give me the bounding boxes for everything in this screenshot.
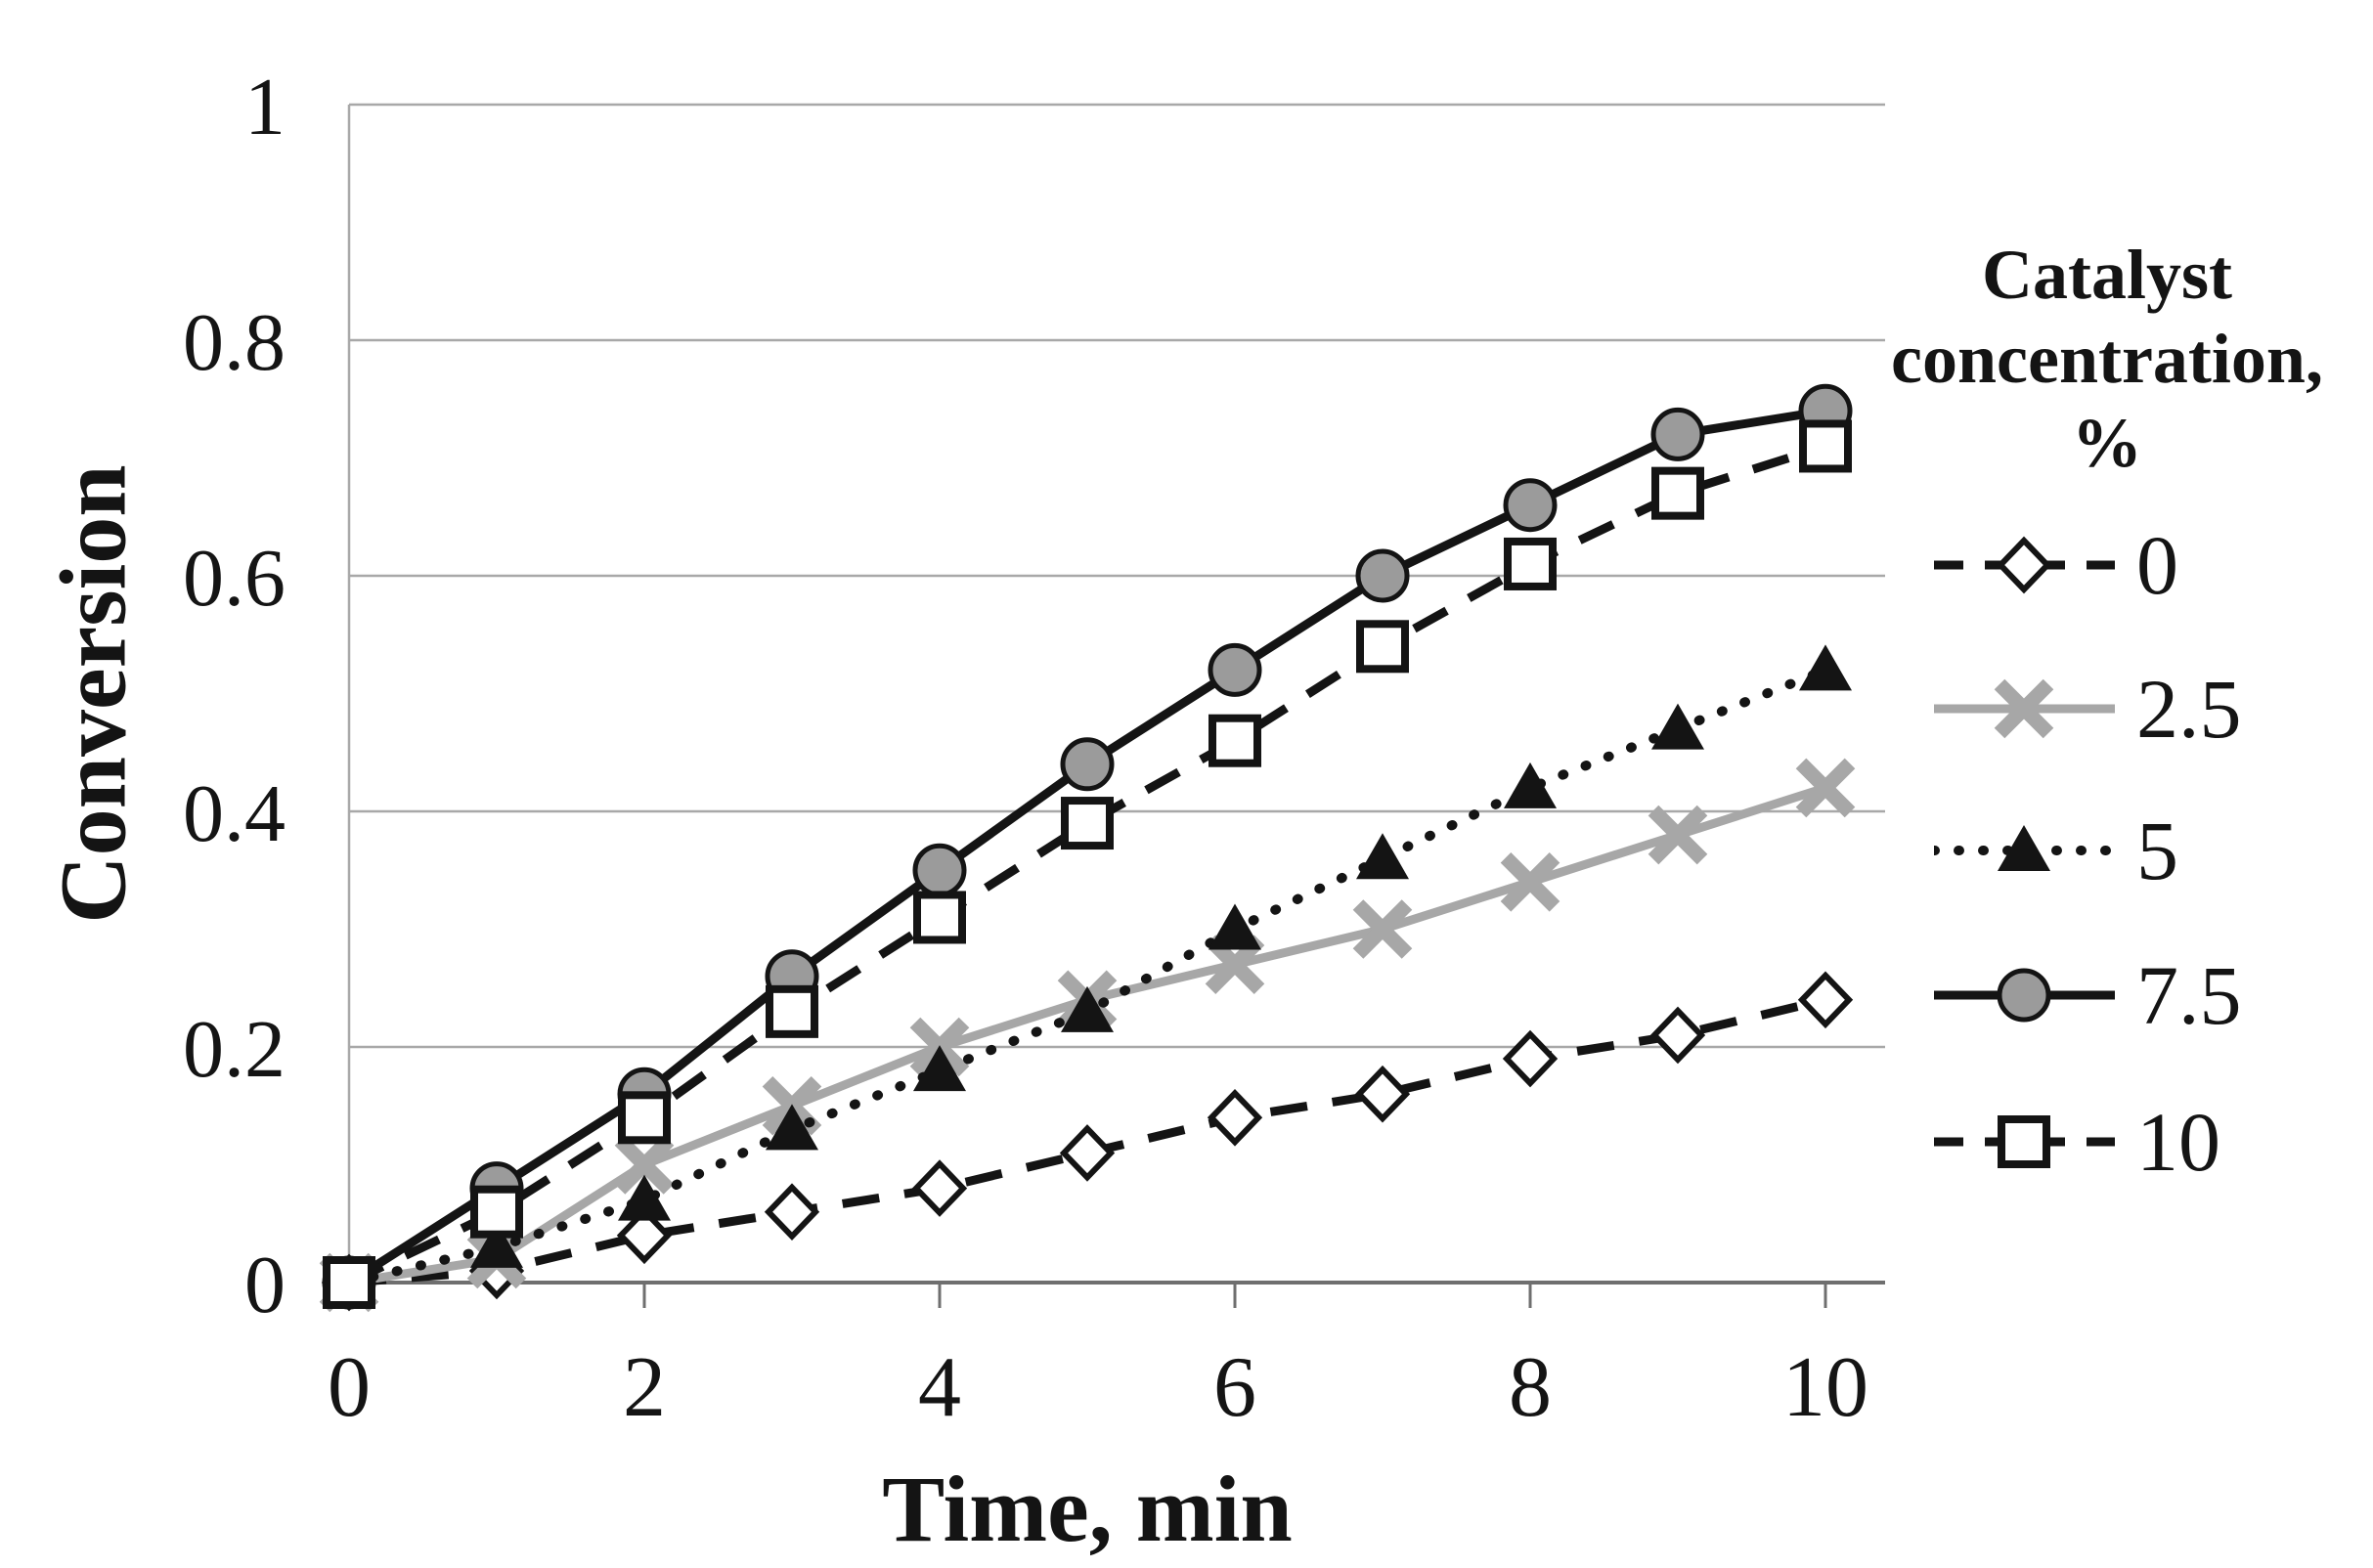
- legend-marker-7.5: [1934, 968, 2115, 1023]
- x-axis-title: Time, min: [882, 1457, 1293, 1561]
- y-tick-label-0.4: 0.4: [183, 768, 286, 859]
- y-tick-label-0.6: 0.6: [183, 533, 286, 624]
- legend-title-line: concentration,: [1891, 320, 2323, 398]
- marker-2.5-7: [1352, 899, 1413, 959]
- marker-5-7: [1356, 833, 1409, 880]
- marker-10-1: [470, 1185, 523, 1239]
- marker-0-2: [616, 1206, 673, 1265]
- legend-item-5: 5: [1934, 797, 2178, 904]
- marker-0-4: [911, 1159, 968, 1217]
- legend-marker-0: [1934, 536, 2115, 594]
- legend-item-10: 10: [1934, 1088, 2220, 1196]
- marker-0-8: [1502, 1029, 1559, 1088]
- marker-2.5-2: [614, 1135, 675, 1195]
- x-tick-label-8: 8: [1509, 1340, 1552, 1435]
- marker-0-10: [1797, 971, 1854, 1029]
- marker-10-3: [766, 984, 818, 1038]
- x-tick-label-6: 6: [1213, 1340, 1256, 1435]
- marker-5-1: [470, 1221, 523, 1268]
- legend-item-label: 7.5: [2136, 948, 2242, 1042]
- marker-10-8: [1504, 537, 1557, 590]
- legend-marker-5: [1934, 825, 2115, 871]
- legend-title-line: %: [2072, 404, 2142, 482]
- marker-10-10: [1799, 419, 1852, 473]
- marker-7.5-9: [1650, 407, 1705, 461]
- marker-5-3: [766, 1104, 818, 1151]
- marker-5-4: [913, 1045, 966, 1092]
- marker-2.5-10: [1795, 758, 1856, 818]
- series-line-0: [348, 995, 1827, 1287]
- legend-item-label: 5: [2136, 804, 2178, 897]
- marker-10-2: [618, 1091, 671, 1145]
- marker-0-7: [1354, 1065, 1411, 1123]
- marker-10-0: [323, 1256, 375, 1309]
- marker-2.5-8: [1500, 851, 1560, 912]
- marker-5-9: [1651, 703, 1704, 750]
- legend-marker-glyph-0: [1996, 536, 2052, 594]
- y-tick-label-1: 1: [244, 62, 286, 152]
- legend-marker-glyph-2.5: [1994, 678, 2054, 739]
- marker-0-3: [764, 1183, 820, 1241]
- x-tick-label-10: 10: [1782, 1340, 1868, 1435]
- marker-5-2: [618, 1174, 671, 1221]
- legend-item-label: 0: [2136, 518, 2178, 612]
- legend-marker-glyph-7.5: [1997, 968, 2051, 1023]
- legend-marker-glyph-10: [1998, 1115, 2050, 1168]
- marker-0-9: [1649, 1006, 1706, 1065]
- marker-10-6: [1208, 714, 1261, 767]
- legend-item-label: 10: [2136, 1095, 2220, 1189]
- marker-5-6: [1208, 903, 1261, 950]
- marker-7.5-6: [1208, 642, 1262, 697]
- marker-0-5: [1059, 1124, 1116, 1182]
- legend-item-label: 2.5: [2136, 662, 2242, 756]
- marker-5-10: [1799, 644, 1852, 691]
- legend-marker-glyph-5: [1998, 825, 2050, 871]
- marker-5-8: [1504, 762, 1557, 808]
- legend-title: Catalyst concentration, %: [1858, 233, 2356, 485]
- marker-10-7: [1356, 620, 1409, 674]
- y-tick-label-0.2: 0.2: [183, 1004, 286, 1095]
- marker-2.5-9: [1648, 805, 1708, 865]
- x-tick-label-0: 0: [328, 1340, 371, 1435]
- y-tick-label-0: 0: [244, 1240, 286, 1330]
- y-tick-label-0.8: 0.8: [183, 297, 286, 388]
- marker-7.5-5: [1060, 737, 1115, 792]
- legend-item-7.5: 7.5: [1934, 941, 2242, 1049]
- legend-item-2.5: 2.5: [1934, 655, 2242, 762]
- marker-10-9: [1651, 466, 1704, 520]
- marker-7.5-8: [1503, 478, 1558, 533]
- x-tick-label-2: 2: [623, 1340, 666, 1435]
- marker-10-4: [913, 891, 966, 944]
- x-tick-label-4: 4: [918, 1340, 961, 1435]
- marker-5-5: [1061, 985, 1114, 1032]
- marker-7.5-7: [1355, 548, 1410, 603]
- marker-0-6: [1207, 1088, 1263, 1147]
- legend-marker-10: [1934, 1115, 2115, 1168]
- marker-10-5: [1061, 797, 1114, 850]
- legend-item-0: 0: [1934, 511, 2178, 619]
- series-line-10: [347, 442, 1827, 1287]
- legend-title-line: Catalyst: [1982, 236, 2232, 314]
- legend-marker-2.5: [1934, 678, 2115, 739]
